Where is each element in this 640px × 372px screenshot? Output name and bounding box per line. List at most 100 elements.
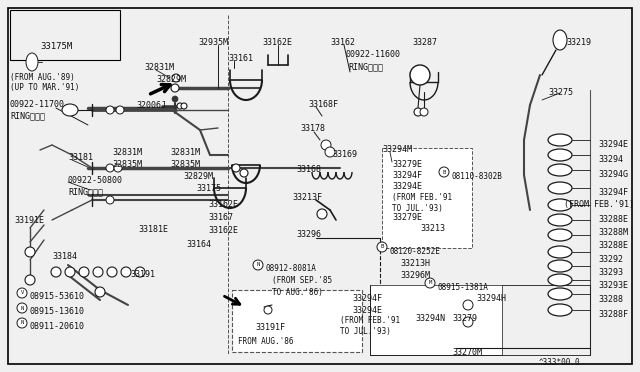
Ellipse shape	[548, 164, 572, 176]
Text: 33181E: 33181E	[138, 225, 168, 234]
Ellipse shape	[548, 149, 572, 161]
Text: 33167: 33167	[208, 213, 233, 222]
Text: 08915-1381A: 08915-1381A	[438, 283, 489, 292]
Ellipse shape	[116, 106, 124, 114]
Ellipse shape	[95, 287, 105, 297]
Ellipse shape	[17, 318, 27, 328]
Text: N: N	[20, 305, 24, 311]
Text: (FROM FEB.'91): (FROM FEB.'91)	[564, 200, 634, 209]
Text: B: B	[380, 244, 383, 250]
Text: 00922-11600: 00922-11600	[346, 50, 401, 59]
Ellipse shape	[553, 30, 567, 50]
Text: 33294G: 33294G	[598, 170, 628, 179]
Text: 33178: 33178	[300, 124, 325, 133]
Text: (FROM FEB.'91: (FROM FEB.'91	[392, 193, 452, 202]
Text: 33294E: 33294E	[598, 140, 628, 149]
Ellipse shape	[172, 74, 180, 82]
Text: M: M	[428, 280, 431, 285]
Text: 33164: 33164	[186, 240, 211, 249]
Ellipse shape	[181, 103, 187, 109]
Ellipse shape	[106, 196, 114, 204]
Ellipse shape	[232, 164, 240, 172]
Bar	[10, 10, 120, 60]
Text: 33294F: 33294F	[598, 188, 628, 197]
Ellipse shape	[25, 275, 35, 285]
Ellipse shape	[240, 169, 248, 177]
Text: 33169: 33169	[332, 150, 357, 159]
Ellipse shape	[548, 199, 572, 211]
Text: TO AUG.'86): TO AUG.'86)	[272, 288, 323, 297]
Text: N: N	[20, 321, 24, 326]
Text: 33293: 33293	[598, 268, 623, 277]
Bar	[232, 290, 362, 352]
Ellipse shape	[17, 303, 27, 313]
Text: 08915-13610: 08915-13610	[30, 307, 85, 316]
Ellipse shape	[414, 108, 422, 116]
Ellipse shape	[135, 267, 145, 277]
Text: 33279E: 33279E	[392, 160, 422, 169]
Text: 33168F: 33168F	[308, 100, 338, 109]
Text: (UP TO MAR.'91): (UP TO MAR.'91)	[10, 83, 79, 92]
Ellipse shape	[463, 300, 473, 310]
Text: 32831M: 32831M	[144, 63, 174, 72]
Text: 33288: 33288	[598, 295, 623, 304]
Text: 33293E: 33293E	[598, 281, 628, 290]
Text: 33219: 33219	[566, 38, 591, 47]
Text: TO JUL.'93): TO JUL.'93)	[392, 204, 443, 213]
Ellipse shape	[172, 96, 178, 102]
Text: 08110-8302B: 08110-8302B	[452, 172, 503, 181]
Text: 33181: 33181	[68, 153, 93, 162]
Ellipse shape	[317, 209, 327, 219]
Bar	[382, 148, 472, 248]
Ellipse shape	[548, 229, 572, 241]
Text: 32829M: 32829M	[156, 75, 186, 84]
Text: 33191: 33191	[130, 270, 155, 279]
Text: TO JUL.'93): TO JUL.'93)	[340, 327, 391, 336]
Text: V: V	[20, 291, 24, 295]
Text: 33162E: 33162E	[262, 38, 292, 47]
Ellipse shape	[26, 53, 38, 71]
Text: 33292: 33292	[598, 255, 623, 264]
Ellipse shape	[321, 140, 331, 150]
Ellipse shape	[171, 84, 179, 92]
Text: 33175M: 33175M	[40, 42, 72, 51]
Text: 33279E: 33279E	[392, 213, 422, 222]
Text: FROM AUG.'86: FROM AUG.'86	[238, 337, 294, 346]
Ellipse shape	[106, 106, 114, 114]
Ellipse shape	[25, 247, 35, 257]
Text: 00922-50800: 00922-50800	[68, 176, 123, 185]
Text: 33213F: 33213F	[292, 193, 322, 202]
Text: 32835M: 32835M	[170, 160, 200, 169]
Text: 33294F: 33294F	[352, 294, 382, 303]
Ellipse shape	[548, 288, 572, 300]
Text: 33294F: 33294F	[392, 171, 422, 180]
Text: 33296M: 33296M	[400, 271, 430, 280]
Text: RINGリング: RINGリング	[68, 187, 103, 196]
Ellipse shape	[121, 267, 131, 277]
Text: 33294E: 33294E	[352, 306, 382, 315]
Ellipse shape	[548, 134, 572, 146]
Text: 32835M: 32835M	[112, 160, 142, 169]
Ellipse shape	[177, 103, 183, 109]
Text: ^333*00.0: ^333*00.0	[538, 358, 580, 367]
Text: 08911-20610: 08911-20610	[30, 322, 85, 331]
Text: 33294E: 33294E	[392, 182, 422, 191]
Text: 33294H: 33294H	[476, 294, 506, 303]
Ellipse shape	[548, 246, 572, 258]
Ellipse shape	[420, 108, 428, 116]
Text: 33275: 33275	[548, 88, 573, 97]
Ellipse shape	[425, 278, 435, 288]
Text: 08912-8081A: 08912-8081A	[265, 264, 316, 273]
Text: B: B	[442, 170, 445, 174]
Ellipse shape	[463, 317, 473, 327]
Text: 32935M: 32935M	[198, 38, 228, 47]
Ellipse shape	[106, 164, 114, 172]
Text: 32831M: 32831M	[112, 148, 142, 157]
Ellipse shape	[79, 267, 89, 277]
Ellipse shape	[62, 104, 78, 116]
Text: 33191F: 33191F	[255, 323, 285, 332]
Text: 33184: 33184	[52, 252, 77, 261]
Text: 00922-11700: 00922-11700	[10, 100, 65, 109]
Text: 33294M: 33294M	[382, 145, 412, 154]
Text: 33294N: 33294N	[415, 314, 445, 323]
